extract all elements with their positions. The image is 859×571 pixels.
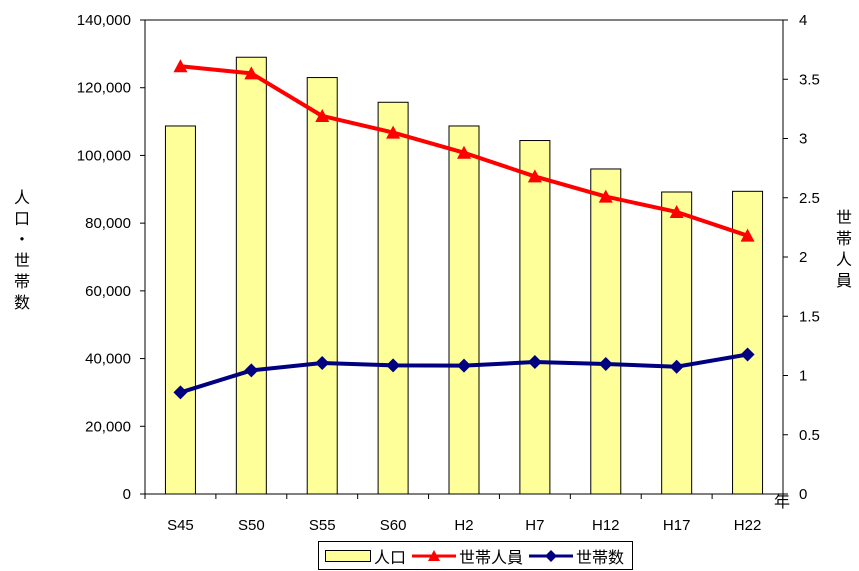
y-left-tick-label: 20,000 [85, 418, 131, 435]
households-point [457, 358, 471, 373]
x-tick-label: H22 [734, 517, 762, 534]
legend-label-households: 世帯数 [576, 547, 625, 567]
y-left-tick-label: 60,000 [85, 283, 131, 300]
legend-label-household-size: 世帯人員 [459, 547, 524, 567]
bar-population [235, 56, 267, 495]
household-size-point [669, 204, 684, 218]
line-series [173, 59, 755, 400]
y-right-axis-label: 世帯人員 [834, 207, 854, 291]
household-size-point [740, 228, 755, 242]
households-point [386, 358, 401, 373]
y-left-tick-label: 0 [123, 486, 131, 503]
households-point [740, 347, 755, 362]
x-tick-label: H17 [663, 517, 691, 534]
x-tick-label: S45 [167, 517, 194, 534]
y-right-tick-label: 2 [799, 249, 807, 266]
households-point [527, 354, 542, 369]
household-size-point [315, 108, 330, 122]
y-left-axis-label: 人口・世帯数 [12, 187, 32, 313]
household-size-point [244, 66, 259, 80]
household-size-point [386, 125, 401, 139]
x-tick-label: H12 [592, 517, 620, 534]
x-tick-label: S50 [238, 517, 265, 534]
household-size-point [457, 145, 471, 159]
y-right-tick-label: 1.5 [799, 308, 820, 325]
bar-population [590, 168, 622, 495]
legend-bar-swatch [325, 549, 371, 562]
y-left-axis-label-text: 人口・世帯数 [13, 188, 30, 312]
legend: 人口 世帯人員 世帯数 [318, 541, 634, 570]
y-left-tick-label: 100,000 [77, 147, 131, 164]
y-left-tick-label: 40,000 [85, 351, 131, 368]
legend-diamond-swatch [529, 549, 574, 562]
legend-label-population: 人口 [374, 547, 407, 567]
x-tick-label: H2 [454, 517, 473, 534]
households-point [598, 356, 613, 371]
household-size-point [527, 169, 542, 183]
tick-labels: 0 20,000 40,000 60,000 80,000 100,000 120,000 1… [77, 12, 820, 534]
y-right-tick-label: 3 [799, 131, 807, 148]
y-right-tick-label: 3.5 [799, 71, 820, 88]
household-size-point [173, 59, 188, 73]
bar-population [377, 101, 409, 495]
households-point [315, 355, 330, 370]
y-left-tick-label: 80,000 [85, 215, 131, 232]
y-right-tick-label: 0 [799, 486, 807, 503]
x-axis-unit: 年 [774, 492, 791, 511]
households-point [244, 363, 259, 378]
legend-item-households: 世帯数 [529, 544, 624, 568]
bar-population [732, 190, 764, 495]
y-right-tick-label: 0.5 [799, 427, 820, 444]
households-point [669, 359, 684, 374]
y-left-tick-label: 120,000 [77, 80, 131, 97]
y-right-tick-label: 1 [799, 368, 807, 385]
x-tick-label: S60 [380, 517, 407, 534]
legend-item-household-size: 世帯人員 [412, 544, 523, 568]
bar-population [519, 140, 551, 495]
y-left-tick-label: 140,000 [77, 12, 131, 29]
bar-population [448, 125, 480, 495]
households-point [173, 385, 188, 400]
y-right-tick-label: 2.5 [799, 190, 820, 207]
bar-population [164, 125, 196, 495]
household-size-point [598, 189, 613, 203]
bar-population [306, 77, 338, 495]
legend-triangle-swatch [412, 549, 457, 561]
legend-item-population: 人口 [325, 544, 406, 568]
x-tick-label: H7 [525, 517, 544, 534]
y-right-tick-label: 4 [799, 12, 807, 29]
x-tick-label: S55 [309, 517, 336, 534]
y-right-axis-label-text: 世帯人員 [835, 208, 852, 290]
bar-population [661, 191, 693, 495]
population-bars [164, 56, 764, 495]
